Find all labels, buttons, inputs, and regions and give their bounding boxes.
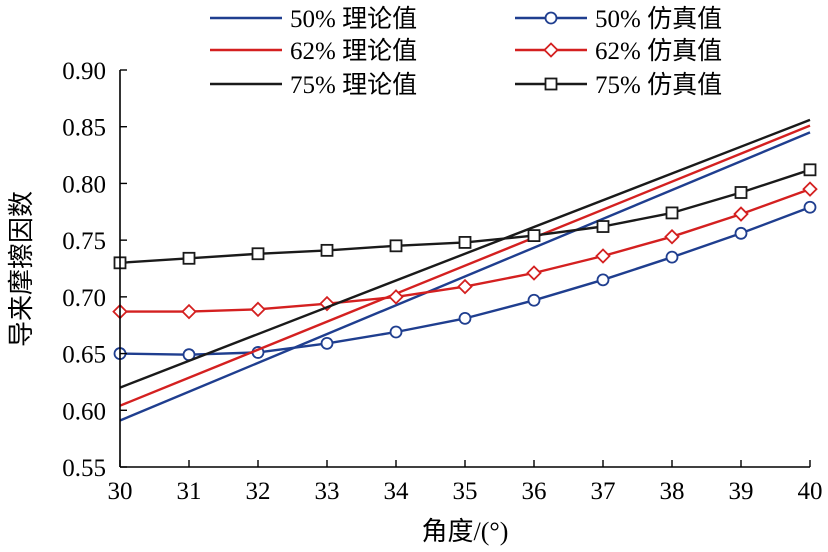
legend-entry: 62% 仿真值 — [515, 37, 722, 65]
data-point — [389, 325, 403, 339]
series-line — [119, 131, 811, 422]
x-tick-label: 38 — [660, 478, 685, 505]
y-tick-label: 0.85 — [62, 115, 106, 142]
x-tick-label: 35 — [453, 478, 478, 505]
series-1 — [119, 131, 811, 422]
data-point — [596, 273, 610, 287]
data-point — [665, 250, 679, 264]
x-tick-label: 32 — [246, 478, 271, 505]
y-tick-label: 0.70 — [62, 285, 106, 312]
data-point — [458, 236, 472, 249]
data-point — [251, 247, 265, 261]
x-tick-label: 37 — [591, 478, 616, 505]
y-tick-label: 0.90 — [62, 58, 106, 85]
y-tick-label: 0.60 — [62, 398, 106, 425]
legend-label: 62% 理论值 — [290, 37, 417, 65]
y-tick-label: 0.55 — [62, 455, 106, 482]
x-tick-label: 36 — [522, 478, 547, 505]
series-6 — [113, 163, 817, 270]
legend-entry: 50% 理论值 — [210, 5, 417, 33]
series-line — [119, 118, 811, 389]
series-4 — [112, 181, 818, 320]
data-point — [664, 228, 680, 245]
legend-swatch-marker — [544, 77, 558, 91]
legend-label: 50% 仿真值 — [595, 5, 722, 33]
data-point — [802, 181, 818, 197]
series-line — [119, 168, 811, 264]
y-tick-label: 0.75 — [62, 228, 106, 255]
x-tick-label: 40 — [798, 478, 823, 505]
data-point — [526, 265, 542, 281]
data-point — [182, 251, 196, 265]
x-axis-title: 角度/(°) — [422, 517, 509, 546]
series-3 — [119, 124, 811, 407]
legend-label: 50% 理论值 — [290, 5, 417, 33]
data-point — [527, 229, 541, 243]
legend-swatch-marker — [544, 11, 558, 25]
legend-label: 75% 理论值 — [290, 71, 417, 99]
x-tick-label: 30 — [108, 478, 133, 505]
x-tick-label: 34 — [384, 478, 410, 505]
data-point — [803, 163, 817, 177]
x-tick-label: 39 — [729, 478, 754, 505]
axes: 30 31 32 33 34 35 36 37 38 39 40 0.55 0.60 0.65 0.70 0.… — [62, 58, 822, 505]
data-point — [458, 312, 472, 325]
data-point — [181, 303, 197, 320]
data-point — [596, 220, 610, 233]
legend-entry: 75% 仿真值 — [515, 71, 722, 99]
data-point — [665, 206, 679, 220]
data-point — [388, 289, 404, 305]
data-point — [320, 336, 334, 350]
plot-area — [112, 118, 818, 422]
data-point — [803, 200, 817, 214]
x-tick-label: 31 — [177, 478, 202, 505]
legend-label: 75% 仿真值 — [595, 71, 722, 99]
data-point — [734, 186, 748, 199]
y-tick-label: 0.65 — [62, 342, 106, 369]
legend-entry: 50% 仿真值 — [515, 5, 722, 33]
series-line — [119, 124, 811, 407]
x-tick-label: 33 — [315, 478, 340, 505]
y-axis-title: 导来摩擦因数 — [7, 191, 36, 347]
data-point — [595, 248, 611, 264]
data-point — [457, 278, 473, 295]
data-point — [733, 206, 749, 222]
legend-entry: 75% 理论值 — [210, 71, 417, 99]
legend-swatch-marker — [543, 42, 559, 58]
series-5 — [119, 118, 811, 389]
data-point — [734, 226, 748, 240]
legend-label: 62% 仿真值 — [595, 37, 722, 65]
legend-entry: 62% 理论值 — [210, 37, 417, 65]
data-point — [527, 293, 541, 307]
data-point — [250, 301, 266, 318]
data-point — [320, 243, 334, 257]
y-tick-label: 0.80 — [62, 171, 106, 198]
legend: 50% 理论值 50% 仿真值 62% 理论值 62% 仿真值 75% 理论值 75% 仿… — [210, 5, 722, 99]
data-point — [389, 239, 403, 253]
